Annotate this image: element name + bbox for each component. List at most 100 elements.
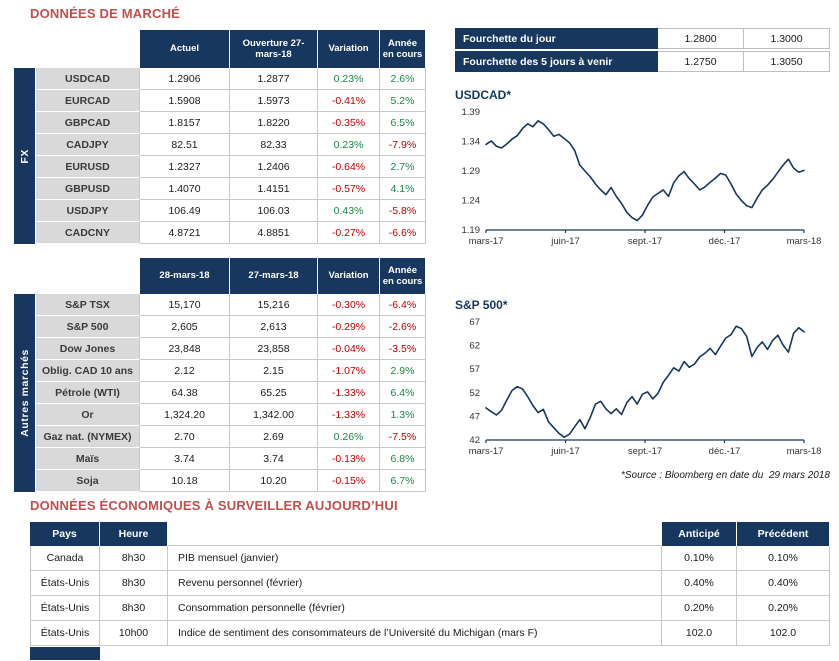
- previous-cell: 0.40%: [737, 571, 830, 596]
- variation-value: -0.64%: [318, 156, 380, 178]
- svg-text:1.39: 1.39: [462, 107, 481, 118]
- current-value: 64.38: [140, 382, 230, 404]
- row-label: S&P TSX: [36, 294, 140, 316]
- fx-col-header-actual: Actuel: [140, 30, 230, 68]
- previous-value: 15,216: [230, 294, 318, 316]
- row-label: GBPUSD: [36, 178, 140, 200]
- fx-header-spacer: [36, 30, 140, 68]
- five-day-range-low: 1.2750: [658, 51, 744, 72]
- svg-text:juin-17: juin-17: [550, 236, 580, 247]
- ytd-value: 4.1%: [380, 178, 426, 200]
- time-cell: 8h30: [100, 571, 168, 596]
- indicator-cell: Indice de sentiment des consommateurs de…: [168, 621, 662, 646]
- variation-value: 0.23%: [318, 134, 380, 156]
- previous-value: 1.4151: [230, 178, 318, 200]
- five-day-range-row: Fourchette des 5 jours à venir 1.2750 1.…: [455, 51, 830, 72]
- previous-value: 10.20: [230, 470, 318, 492]
- expected-cell: 0.40%: [662, 571, 737, 596]
- country-cell: États-Unis: [30, 571, 100, 596]
- ytd-value: 2.9%: [380, 360, 426, 382]
- current-value: 15,170: [140, 294, 230, 316]
- current-value: 4.8721: [140, 222, 230, 244]
- ytd-value: -6.4%: [380, 294, 426, 316]
- time-cell: 8h30: [100, 596, 168, 621]
- country-cell: États-Unis: [30, 596, 100, 621]
- fx-col-header-ytd: Année en cours: [380, 30, 426, 68]
- current-value: 1.4070: [140, 178, 230, 200]
- econ-table-next-row-stub: [30, 647, 100, 660]
- ytd-value: 6.5%: [380, 112, 426, 134]
- previous-value: 2.69: [230, 426, 318, 448]
- current-value: 23,848: [140, 338, 230, 360]
- variation-value: -0.57%: [318, 178, 380, 200]
- previous-value: 2,613: [230, 316, 318, 338]
- market-data-title: DONNÉES DE MARCHÉ: [30, 6, 181, 21]
- variation-value: -1.33%: [318, 404, 380, 426]
- five-day-range-high: 1.3050: [744, 51, 830, 72]
- day-range-label: Fourchette du jour: [455, 28, 658, 49]
- variation-value: -0.15%: [318, 470, 380, 492]
- variation-value: 0.23%: [318, 68, 380, 90]
- row-label: CADCNY: [36, 222, 140, 244]
- variation-value: -0.29%: [318, 316, 380, 338]
- fx-side-band: FX: [14, 68, 36, 244]
- previous-value: 2.15: [230, 360, 318, 382]
- previous-value: 1.8220: [230, 112, 318, 134]
- svg-text:sept.-17: sept.-17: [628, 236, 662, 247]
- svg-text:mars-17: mars-17: [469, 236, 504, 247]
- row-label: GBPCAD: [36, 112, 140, 134]
- markets-col-header-current: 28-mars-18: [140, 258, 230, 294]
- current-value: 106.49: [140, 200, 230, 222]
- row-label: Soja: [36, 470, 140, 492]
- source-note: *Source : Bloomberg en date du 29 mars 2…: [620, 470, 830, 481]
- svg-text:1.24: 1.24: [462, 196, 481, 207]
- current-value: 1.2906: [140, 68, 230, 90]
- svg-text:mars-18: mars-18: [787, 236, 822, 247]
- current-value: 3.74: [140, 448, 230, 470]
- svg-text:mars-18: mars-18: [787, 446, 822, 457]
- svg-text:déc.-17: déc.-17: [709, 236, 741, 247]
- previous-cell: 102.0: [737, 621, 830, 646]
- svg-text:52: 52: [469, 388, 480, 399]
- row-label: EURUSD: [36, 156, 140, 178]
- economic-data-title: DONNÉES ÉCONOMIQUES À SURVEILLER AUJOURD…: [30, 498, 398, 513]
- econ-col-header-expected: Anticipé: [662, 522, 737, 546]
- previous-value: 3.74: [230, 448, 318, 470]
- markets-col-header-variation: Variation: [318, 258, 380, 294]
- time-cell: 8h30: [100, 546, 168, 571]
- previous-value: 1,342.00: [230, 404, 318, 426]
- econ-col-header-country: Pays: [30, 522, 100, 546]
- previous-value: 82.33: [230, 134, 318, 156]
- expected-cell: 0.10%: [662, 546, 737, 571]
- row-label: Oblig. CAD 10 ans: [36, 360, 140, 382]
- econ-col-header-previous: Précédent: [737, 522, 830, 546]
- ytd-value: 2.6%: [380, 68, 426, 90]
- sp500-chart-title: S&P 500*: [455, 298, 508, 312]
- econ-col-header-time: Heure: [100, 522, 168, 546]
- previous-cell: 0.20%: [737, 596, 830, 621]
- variation-value: -1.33%: [318, 382, 380, 404]
- current-value: 10.18: [140, 470, 230, 492]
- ytd-value: -7.5%: [380, 426, 426, 448]
- svg-text:42: 42: [469, 435, 480, 446]
- svg-text:1.34: 1.34: [462, 137, 481, 148]
- fx-side-label: FX: [18, 148, 31, 164]
- previous-value: 4.8851: [230, 222, 318, 244]
- day-range-row: Fourchette du jour 1.2800 1.3000: [455, 28, 830, 49]
- variation-value: -1.07%: [318, 360, 380, 382]
- previous-value: 1.2406: [230, 156, 318, 178]
- ytd-value: -7.9%: [380, 134, 426, 156]
- markets-col-header-ytd: Année en cours: [380, 258, 426, 294]
- row-label: S&P 500: [36, 316, 140, 338]
- time-cell: 10h00: [100, 621, 168, 646]
- svg-text:62: 62: [469, 341, 480, 352]
- previous-value: 106.03: [230, 200, 318, 222]
- variation-value: -0.30%: [318, 294, 380, 316]
- variation-value: 0.26%: [318, 426, 380, 448]
- ytd-value: -3.5%: [380, 338, 426, 360]
- current-value: 82.51: [140, 134, 230, 156]
- row-label: EURCAD: [36, 90, 140, 112]
- variation-value: 0.43%: [318, 200, 380, 222]
- sp500-chart: 42 47 52 57 62 67 mars-17 juin-17 sept.-17 déc.-1…: [469, 317, 822, 457]
- variation-value: -0.13%: [318, 448, 380, 470]
